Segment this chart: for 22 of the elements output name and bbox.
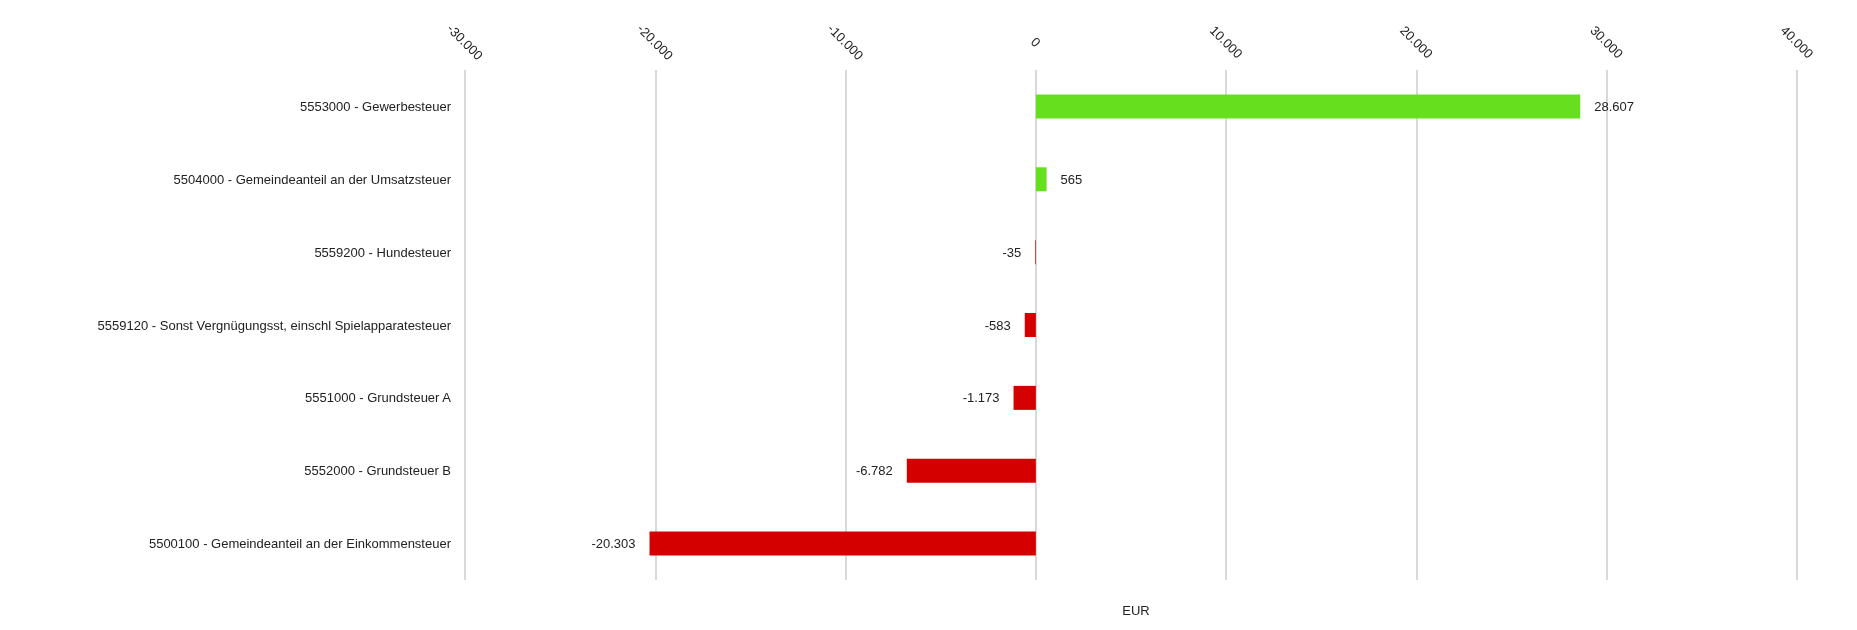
bar — [1035, 94, 1581, 119]
bar — [649, 531, 1036, 556]
bar — [1035, 167, 1047, 192]
bar — [1024, 313, 1036, 337]
data-label: -20.303 — [591, 536, 636, 552]
data-label: -35 — [1002, 244, 1022, 260]
data-label: 565 — [1060, 171, 1083, 187]
data-label: -583 — [984, 317, 1011, 333]
y-tick-label: 5552000 - Grundsteuer B — [304, 463, 451, 479]
x-axis-title: EUR — [1122, 603, 1150, 618]
bar — [906, 458, 1036, 483]
data-label: 28.607 — [1594, 98, 1634, 114]
data-label: -1.173 — [962, 390, 1000, 406]
y-tick-label: 5551000 - Grundsteuer A — [305, 390, 452, 406]
y-tick-label: 5559200 - Hundesteuer — [314, 244, 452, 260]
bar — [1013, 385, 1036, 410]
y-tick-label: 5504000 - Gemeindeanteil an der Umsatzsteuer — [173, 171, 452, 187]
y-tick-label: 5553000 - Gewerbesteuer — [299, 98, 452, 114]
y-tick-label: 5559120 - Sonst Vergnügungsst, einschl Spielapparatesteuer — [97, 317, 452, 333]
x-tick-label: 0 — [1028, 34, 1044, 50]
y-tick-label: 5500100 - Gemeindeanteil an der Einkommensteuer — [148, 536, 452, 552]
data-label: -6.782 — [855, 463, 893, 479]
